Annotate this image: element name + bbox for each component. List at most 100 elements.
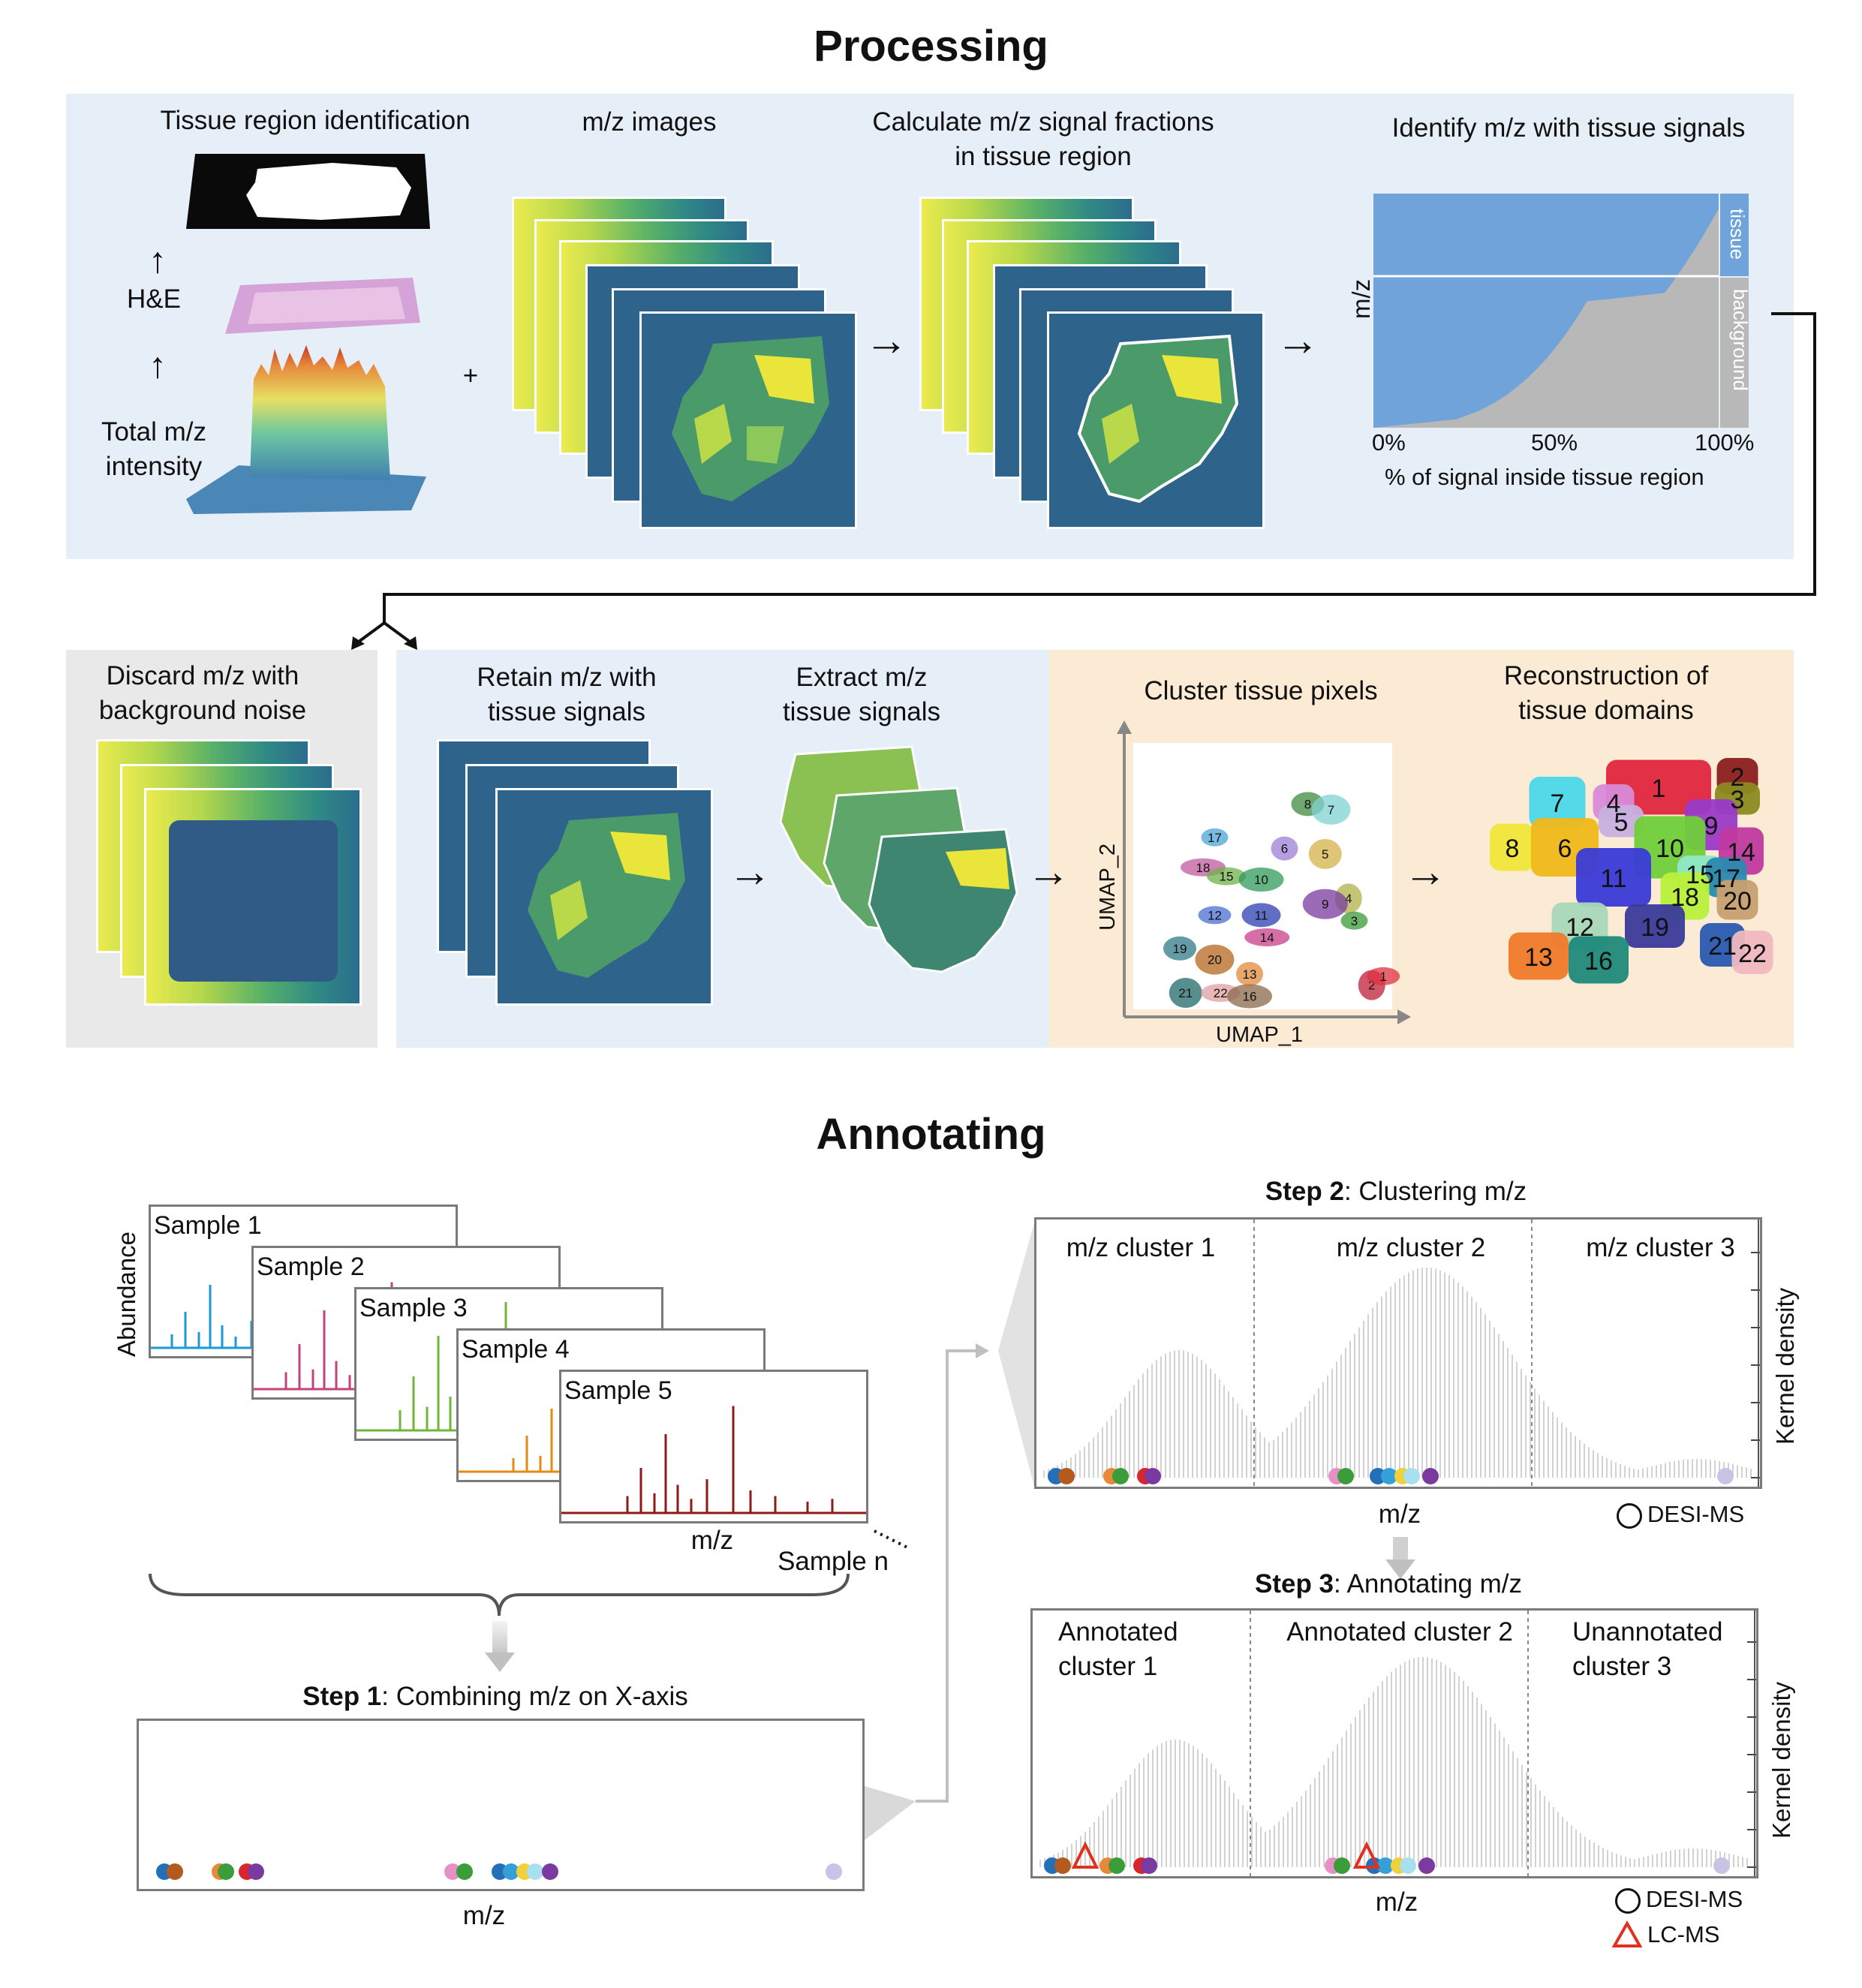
mz-dot [1108, 1857, 1125, 1874]
xtick-100: 100% [1695, 429, 1755, 456]
step2-title: Step 2: Clustering m/z [1265, 1177, 1527, 1206]
umap-cluster-blob [1302, 889, 1348, 919]
umap-cluster-label: 7 [1328, 803, 1334, 817]
mz-dot [456, 1863, 473, 1880]
mz-dot [503, 1863, 519, 1880]
step1-combined-axis [137, 1719, 865, 1891]
tissue-domain-label: 10 [1656, 835, 1684, 863]
mz-dot [1141, 1857, 1157, 1874]
umap-cluster-label: 11 [1255, 908, 1268, 922]
arrow-right-icon: → [1276, 316, 1319, 365]
mz-dot [1422, 1468, 1439, 1484]
tissue-domain-label: 1 [1652, 774, 1666, 803]
umap-cluster-label: 8 [1304, 797, 1311, 811]
tissue-domain-region [1731, 931, 1773, 974]
he-label: H&E [127, 284, 181, 314]
step3-cluster1: Annotated cluster 1 [1058, 1617, 1178, 1682]
tissue-domain-region [1509, 932, 1569, 980]
extracted-tissue-stack [779, 745, 1018, 973]
umap-cluster-label: 6 [1281, 842, 1288, 856]
mz-dot [527, 1863, 543, 1880]
umap-cluster-label: 22 [1214, 986, 1228, 1000]
mz-image-card-front [639, 311, 857, 529]
tissue-domain-label: 21 [1708, 932, 1737, 961]
step3-desi-legend: DESI-MS [1646, 1886, 1743, 1912]
arrow-right-icon: → [865, 316, 908, 365]
umap-cluster-label: 4 [1345, 892, 1352, 906]
retain-image-card-front [495, 788, 713, 1006]
spectra-mz-label: m/z [690, 1526, 734, 1555]
mz-dot [1145, 1468, 1161, 1484]
mz-dot [1717, 1468, 1734, 1484]
umap-cluster-label: 19 [1173, 942, 1187, 956]
tissue-domain-region [1599, 805, 1644, 838]
mz-images-label: m/z images [582, 107, 717, 137]
step2-mz-label: m/z [1378, 1499, 1421, 1529]
umap-cluster-label: 21 [1178, 986, 1193, 1000]
umap-cluster-label: 16 [1243, 989, 1257, 1003]
tissue-region-label: Tissue region identification [160, 106, 471, 135]
plus-sign: + [462, 361, 479, 390]
step2-density-panel [1034, 1217, 1762, 1489]
umap-cluster-blob [1244, 928, 1290, 946]
sample-label: Sample 2 [257, 1253, 365, 1281]
sample-spectrum-box: Sample 5 [559, 1370, 868, 1523]
umap-cluster-blob [1227, 984, 1272, 1009]
mz-dot [218, 1863, 234, 1880]
tissue-domain-label: 16 [1584, 947, 1613, 976]
arrow-right-icon: → [1027, 847, 1070, 896]
mz-dot [1403, 1468, 1420, 1484]
mz-dot [248, 1863, 264, 1880]
mz-dot [826, 1863, 842, 1880]
umap-cluster-label: 9 [1322, 898, 1328, 912]
umap-cluster-label: 1 [1380, 970, 1387, 984]
lcms-triangle-marker [1071, 1841, 1099, 1869]
calc-fractions-label: Calculate m/z signal fractions in tissue … [872, 107, 1214, 172]
arrow-up-icon: ↑ [149, 346, 167, 386]
mz-dot [1381, 1468, 1397, 1484]
xtick-0: 0% [1372, 429, 1406, 456]
retain-label: Retain m/z with tissue signals [477, 663, 657, 727]
tissue-domain-label: 6 [1558, 835, 1572, 863]
processing-title: Processing [814, 22, 1048, 71]
desi-circle-icon [1617, 1503, 1642, 1529]
tissue-domain-label: 20 [1723, 887, 1752, 916]
umap-cluster-label: 15 [1220, 870, 1234, 884]
tissue-domain-label: 17 [1712, 865, 1740, 893]
fraction-chart [1373, 194, 1749, 428]
step2-cluster1: m/z cluster 1 [1066, 1233, 1216, 1262]
umap-cluster-blob [1238, 868, 1284, 892]
step3-density-panel [1030, 1608, 1758, 1878]
tissue-domain-label: 11 [1600, 865, 1626, 893]
tissue-mask-image [186, 154, 430, 229]
mz-dot [1377, 1857, 1394, 1874]
umap-xlabel: UMAP_1 [1216, 1023, 1304, 1047]
umap-cluster-label: 14 [1260, 931, 1274, 945]
umap-cluster-blob [1169, 978, 1202, 1008]
umap-cluster-blob [1195, 944, 1235, 975]
flow-connector [351, 312, 1816, 650]
tissue-domain-region [1716, 880, 1758, 920]
umap-cluster-blob [1207, 867, 1246, 886]
umap-cluster-blob [1308, 839, 1342, 869]
sample-label: Sample 4 [462, 1335, 570, 1364]
mz-dot [1400, 1857, 1416, 1874]
sample-spectrum-peaks [561, 1406, 866, 1514]
umap-cluster-label: 20 [1208, 953, 1222, 967]
step3-kernel-density-label: Kernel density [1767, 1681, 1795, 1839]
step1-mz-label: m/z [462, 1901, 506, 1930]
tissue-domain-region [1625, 904, 1685, 948]
step2-cluster2: m/z cluster 2 [1336, 1233, 1486, 1262]
tissue-domain-label: 22 [1738, 940, 1767, 968]
umap-cluster-blob [1241, 903, 1281, 928]
umap-cluster-label: 17 [1208, 831, 1222, 845]
step3-cluster2: Annotated cluster 2 [1286, 1617, 1513, 1647]
tissue-domain-label: 9 [1704, 812, 1719, 841]
fraction-chart-xlabel: % of signal inside tissue region [1385, 464, 1704, 490]
tissue-domain-label: 3 [1731, 786, 1745, 814]
tissue-domain-region [1490, 823, 1535, 871]
tissue-domain-label: 12 [1566, 913, 1594, 942]
tissue-domain-label: 5 [1614, 808, 1629, 837]
